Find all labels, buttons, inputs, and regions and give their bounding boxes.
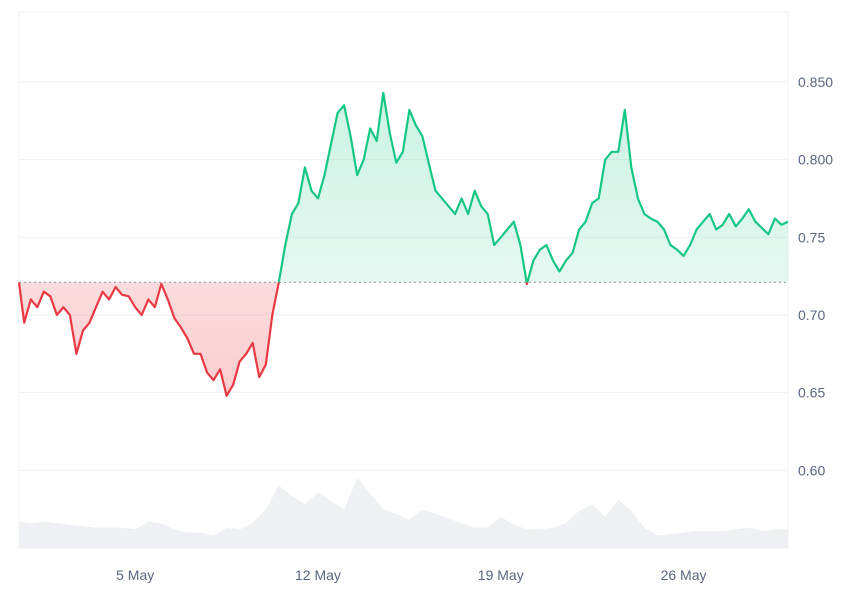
y-tick-label: 0.850 [798,74,833,90]
x-tick-label: 5 May [116,567,154,583]
y-tick-label: 0.70 [798,307,825,323]
volume-area [19,478,788,548]
y-tick-label: 0.65 [798,385,825,401]
line-below-baseline [17,282,529,397]
x-tick-label: 12 May [295,567,341,583]
y-tick-label: 0.75 [798,229,825,245]
y-tick-label: 0.800 [798,152,833,168]
y-axis-ticks: 0.850 0.800 0.75 0.70 0.65 0.60 [798,74,833,478]
x-tick-label: 26 May [661,567,707,583]
y-tick-label: 0.60 [798,462,825,478]
price-line [17,91,789,397]
volume-area-path [19,478,788,548]
x-tick-label: 19 May [478,567,524,583]
price-fill [19,92,788,396]
x-axis-ticks: 5 May 12 May 19 May 26 May [116,567,706,583]
area-above-baseline [19,92,788,283]
